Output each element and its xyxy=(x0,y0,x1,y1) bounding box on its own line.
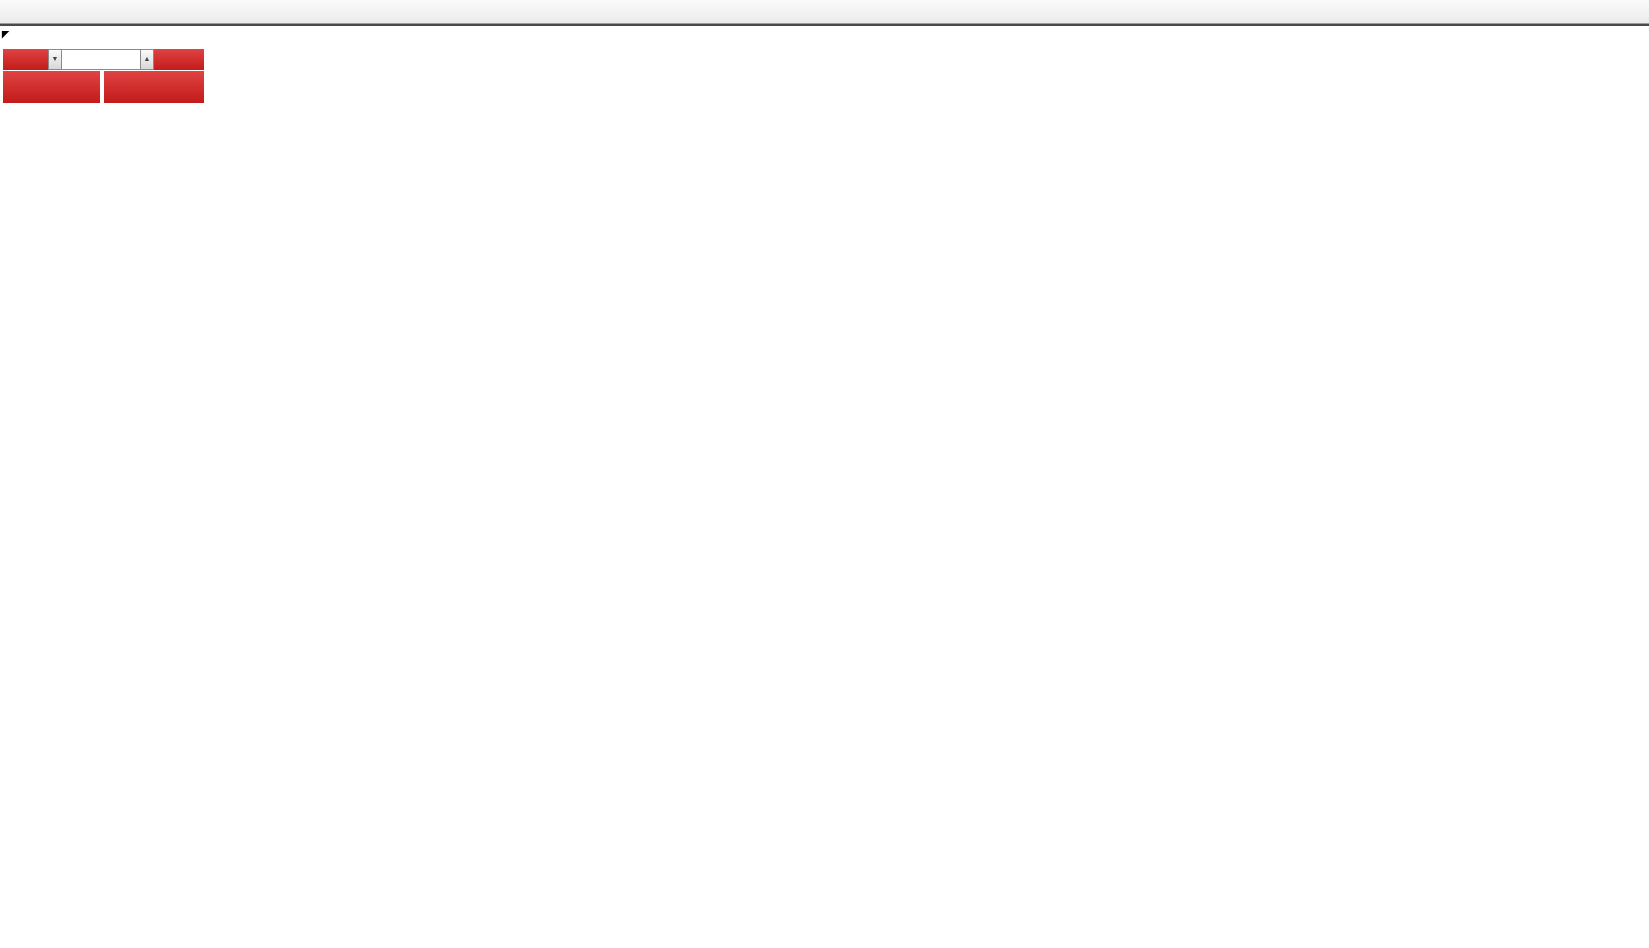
chart-window[interactable]: ◤ ▼ ▲ xyxy=(0,24,1649,948)
chart-canvas[interactable] xyxy=(0,26,1649,948)
volume-input[interactable] xyxy=(62,49,140,70)
volume-increase-button[interactable]: ▲ xyxy=(140,49,154,70)
sell-button[interactable] xyxy=(3,49,48,70)
main-toolbar xyxy=(0,0,1649,24)
buy-price[interactable] xyxy=(104,71,204,103)
volume-decrease-button[interactable]: ▼ xyxy=(48,49,62,70)
oneclick-toggle-icon[interactable]: ◤ xyxy=(2,29,9,39)
buy-button[interactable] xyxy=(154,49,204,70)
one-click-trading-panel: ▼ ▲ xyxy=(3,49,204,103)
sell-price[interactable] xyxy=(3,71,100,103)
chart-title: ◤ xyxy=(2,30,23,39)
